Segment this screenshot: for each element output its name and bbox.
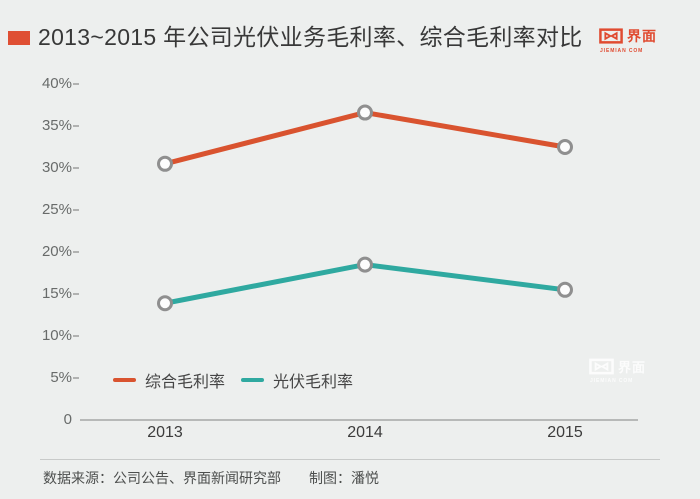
legend-swatch-teal: [241, 378, 265, 382]
credit-text: 制图：潘悦: [309, 470, 379, 486]
jiemian-logo: 界面 JIEMIAN COM: [599, 26, 657, 54]
jiemian-watermark: 界面 JIEMIAN COM: [589, 357, 646, 384]
y-tick-label: 30%: [41, 159, 72, 176]
jiemian-watermark-icon: [589, 358, 614, 375]
jiemian-logo-icon: [599, 28, 623, 44]
y-tick-label: 0: [63, 411, 72, 428]
jiemian-watermark-row: 界面: [589, 357, 646, 376]
y-tick-label: 10%: [41, 327, 72, 344]
legend-item-composite-margin: 综合毛利率: [113, 368, 225, 392]
jiemian-logo-en-text: JIEMIAN COM: [600, 48, 644, 54]
y-tick-label: 35%: [41, 117, 72, 134]
legend-label: 综合毛利率: [145, 374, 226, 391]
y-tick-label: 25%: [41, 201, 72, 218]
y-tick-label: 40%: [41, 75, 72, 92]
chart-legend: 综合毛利率 光伏毛利率: [113, 368, 353, 392]
x-tick-label: 2014: [347, 424, 383, 441]
legend-label: 光伏毛利率: [273, 374, 354, 391]
jiemian-watermark-en-text: JIEMIAN COM: [590, 378, 634, 384]
page-title: 2013~2015 年公司光伏业务毛利率、综合毛利率对比: [38, 24, 583, 50]
jiemian-watermark-cn-text: 界面: [618, 360, 647, 375]
title-accent-bar: [8, 31, 30, 45]
legend-item-pv-margin: 光伏毛利率: [241, 368, 353, 392]
footer: 数据来源：公司公告、界面新闻研究部 制图：潘悦: [40, 459, 660, 488]
y-tick-label: 15%: [41, 285, 72, 302]
legend-swatch-orange: [113, 378, 136, 382]
jiemian-logo-cn-text: 界面: [627, 28, 657, 44]
x-tick-label: 2015: [547, 424, 583, 441]
y-tick-label: 20%: [41, 243, 72, 260]
jiemian-logo-row: 界面: [599, 26, 657, 46]
data-source-text: 数据来源：公司公告、界面新闻研究部: [43, 470, 281, 486]
y-tick-label: 5%: [50, 369, 72, 386]
x-tick-label: 2013: [147, 424, 183, 441]
